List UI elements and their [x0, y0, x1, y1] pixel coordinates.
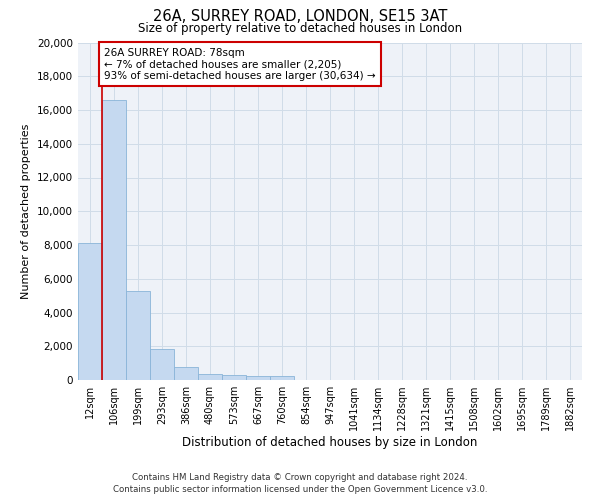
Text: 26A, SURREY ROAD, LONDON, SE15 3AT: 26A, SURREY ROAD, LONDON, SE15 3AT — [153, 9, 447, 24]
Bar — [150, 349, 174, 380]
Bar — [198, 374, 222, 380]
Text: Contains HM Land Registry data © Crown copyright and database right 2024.
Contai: Contains HM Land Registry data © Crown c… — [113, 472, 487, 494]
Bar — [246, 376, 270, 380]
Y-axis label: Number of detached properties: Number of detached properties — [22, 124, 31, 299]
Bar — [102, 100, 126, 380]
Text: Size of property relative to detached houses in London: Size of property relative to detached ho… — [138, 22, 462, 35]
Bar — [78, 244, 102, 380]
Bar — [126, 290, 150, 380]
Bar — [270, 376, 294, 380]
Bar — [222, 375, 246, 380]
Text: 26A SURREY ROAD: 78sqm
← 7% of detached houses are smaller (2,205)
93% of semi-d: 26A SURREY ROAD: 78sqm ← 7% of detached … — [104, 48, 376, 81]
X-axis label: Distribution of detached houses by size in London: Distribution of detached houses by size … — [182, 436, 478, 449]
Bar — [174, 368, 198, 380]
